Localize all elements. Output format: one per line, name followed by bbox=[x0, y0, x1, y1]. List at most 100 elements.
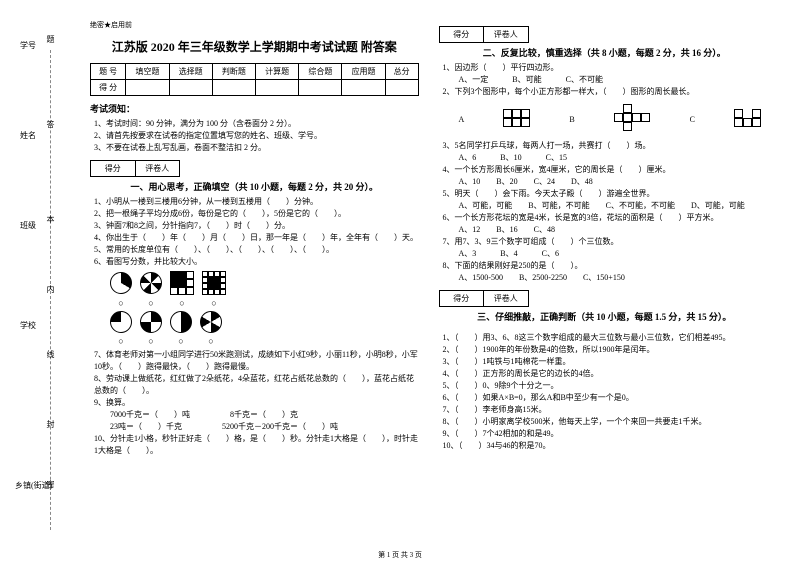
section2-title: 二、反复比较，慎重选择（共 8 小题，每题 2 分，共 16 分）。 bbox=[439, 46, 770, 59]
q3-2: 2、（ ）1900年的年份数是4的倍数，所以1900年是闰年。 bbox=[443, 344, 770, 356]
q1-9: 9、换算。 bbox=[94, 397, 419, 409]
q3-7: 7、（ ）李老师身高15米。 bbox=[443, 404, 770, 416]
q1-5: 5、常用的长度单位有（ ）、（ ）、（ ）、（ ）、（ ）。 bbox=[94, 244, 419, 256]
side-label-class: 班级 bbox=[20, 220, 36, 231]
letter-c: C bbox=[690, 115, 695, 124]
shape-b bbox=[614, 104, 654, 134]
q2-5: 5、明天（ ）会下雨。今天太子殿（ ）游遍全世界。 bbox=[443, 188, 770, 200]
q1-3: 3、钟面7和8之间，分针指向7，（ ）时（ ）分。 bbox=[94, 220, 419, 232]
q3-5: 5、（ ）0、9除9个十分之一。 bbox=[443, 380, 770, 392]
side-label-id: 学号 bbox=[20, 40, 36, 51]
q2-5o: A、可能，可能 B、可能，不可能 C、不可能，不可能 D、可能，可能 bbox=[443, 200, 770, 212]
exam-page: 学号 姓名 班级 学校 乡镇(街道) 题 答 本 内 线 封 密 绝密★启用前 … bbox=[0, 0, 800, 565]
q2-6o: A、12 B、16 C、48 bbox=[443, 224, 770, 236]
pie-2 bbox=[140, 272, 162, 294]
q2-4o: A、10 B、20 C、24 D、48 bbox=[443, 176, 770, 188]
grader-label-2: 评卷人 bbox=[484, 27, 528, 42]
compare-row2: ○○ ○○ bbox=[110, 336, 419, 346]
q2-3o: A、6 B、10 C、15 bbox=[443, 152, 770, 164]
q1-10: 10、分针走1小格，秒针正好走（ ）格，是（ ）秒。分针走1大格是（ ），时针走… bbox=[94, 433, 419, 457]
q2-8o: A、1500-500 B、2500-2250 C、150+150 bbox=[443, 272, 770, 284]
q1-4: 4、你出生于（ ）年（ ）月（ ）日，那一年是（ ）年，全年有（ ）天。 bbox=[94, 232, 419, 244]
h4: 计算题 bbox=[256, 64, 299, 80]
q3-3: 3、（ ）1吨铁与1吨棉花一样重。 bbox=[443, 356, 770, 368]
instructions-title: 考试须知： bbox=[90, 102, 419, 115]
dashed-label-1: 答 bbox=[45, 120, 56, 128]
q1-7: 7、体育老师对第一小组同学进行50米跑测试，成绩如下小红9秒，小丽11秒，小明8… bbox=[94, 349, 419, 373]
score-header-row: 题 号 填空题 选择题 判断题 计算题 综合题 应用题 总分 bbox=[91, 64, 419, 80]
right-column: 得分 评卷人 二、反复比较，慎重选择（共 8 小题，每题 2 分，共 16 分）… bbox=[439, 20, 770, 457]
instr-2: 2、请首先按要求在试卷的指定位置填写您的姓名、班级、学号。 bbox=[94, 130, 419, 142]
q1-9b: 23吨＝（ ）千克 5200千克－200千克＝（ ）吨 bbox=[94, 421, 419, 433]
h6: 应用题 bbox=[342, 64, 385, 80]
dashed-label-6: 密 bbox=[45, 480, 56, 488]
score-box-1: 得分 评卷人 bbox=[90, 160, 180, 177]
score-label-2: 得分 bbox=[440, 27, 485, 42]
h0: 题 号 bbox=[91, 64, 126, 80]
grid-1 bbox=[170, 271, 194, 295]
exam-title: 江苏版 2020 年三年级数学上学期期中考试试题 附答案 bbox=[90, 38, 419, 55]
section3-title: 三、仔细推敲，正确判断（共 10 小题，每题 1.5 分，共 15 分）。 bbox=[439, 310, 770, 323]
shape-c bbox=[734, 109, 764, 129]
q1-6: 6、看图写分数，并比较大小。 bbox=[94, 256, 419, 268]
fraction-shapes-row1 bbox=[110, 271, 419, 295]
tetromino-row: A B C bbox=[459, 104, 770, 134]
q2-8: 8、下面的结果刚好是250的是（ ）。 bbox=[443, 260, 770, 272]
q3-6: 6、（ ）如果A×B=0，那么A和B中至少有一个是0。 bbox=[443, 392, 770, 404]
instr-3: 3、不要在试卷上乱写乱画，卷面不整洁扣 2 分。 bbox=[94, 142, 419, 154]
q3-8: 8、（ ）小明家离学校500米，他每天上学，一个个来回一共要走1千米。 bbox=[443, 416, 770, 428]
score-label: 得分 bbox=[91, 161, 136, 176]
dashed-label-2: 本 bbox=[45, 215, 56, 223]
q2-1o: A、一定 B、可能 C、不可能 bbox=[443, 74, 770, 86]
q2-7: 7、用7、3、9三个数字可组成（ ）个三位数。 bbox=[443, 236, 770, 248]
score-box-2: 得分 评卷人 bbox=[439, 26, 529, 43]
grid-2 bbox=[202, 271, 226, 295]
q2-2: 2、下列3个图形中，每个小正方形都一样大，（ ）图形的周长最长。 bbox=[443, 86, 770, 98]
grader-label: 评卷人 bbox=[136, 161, 180, 176]
pie-1 bbox=[110, 272, 132, 294]
q1-8: 8、劳动课上做纸花，红红做了2朵纸花，4朵蓝花，红花占纸花总数的（ ），蓝花占纸… bbox=[94, 373, 419, 397]
shape-a bbox=[503, 109, 533, 129]
side-label-school: 学校 bbox=[20, 320, 36, 331]
blank[interactable] bbox=[126, 80, 169, 96]
q3-1: 1、（ ）用3、6、8这三个数字组成的最大三位数与最小三位数，它们相差495。 bbox=[443, 332, 770, 344]
dashed-label-4: 线 bbox=[45, 350, 56, 358]
section1-title: 一、用心思考，正确填空（共 10 小题，每题 2 分，共 20 分）。 bbox=[90, 180, 419, 193]
q1-1: 1、小明从一楼到三楼用6分钟，从一楼到五楼用（ ）分钟。 bbox=[94, 196, 419, 208]
main-content: 绝密★启用前 江苏版 2020 年三年级数学上学期期中考试试题 附答案 题 号 … bbox=[90, 20, 770, 457]
q3-4: 4、（ ）正方形的周长是它的边长的4倍。 bbox=[443, 368, 770, 380]
dashed-label-3: 内 bbox=[45, 285, 56, 293]
h3: 判断题 bbox=[212, 64, 255, 80]
q3-10: 10、（ ）34与46的积是70。 bbox=[443, 440, 770, 452]
compare-row1: ○○ ○○ bbox=[110, 298, 419, 308]
q1-2: 2、把一根绳子平均分成6份，每份是它的（ ），5份是它的（ ）。 bbox=[94, 208, 419, 220]
secrecy-label: 绝密★启用前 bbox=[90, 20, 419, 30]
page-footer: 第 1 页 共 3 页 bbox=[0, 550, 800, 560]
score-label-3: 得分 bbox=[440, 291, 485, 306]
score-table: 题 号 填空题 选择题 判断题 计算题 综合题 应用题 总分 得 分 bbox=[90, 63, 419, 96]
q2-4: 4、一个长方形周长6厘米，宽4厘米，它的周长是（ ）厘米。 bbox=[443, 164, 770, 176]
q1-9a: 7000千克＝（ ）吨 8千克＝（ ）克 bbox=[94, 409, 419, 421]
fraction-shapes-row2 bbox=[110, 311, 419, 333]
q2-1: 1、因边形（ ）平行四边形。 bbox=[443, 62, 770, 74]
binding-sidebar: 学号 姓名 班级 学校 乡镇(街道) 题 答 本 内 线 封 密 bbox=[15, 20, 75, 520]
grader-label-3: 评卷人 bbox=[484, 291, 528, 306]
pie-4 bbox=[140, 311, 162, 333]
pie-3 bbox=[110, 311, 132, 333]
q2-6: 6、一个长方形花坛的宽是4米，长是宽的3倍，花坛的面积是（ ）平方米。 bbox=[443, 212, 770, 224]
left-column: 绝密★启用前 江苏版 2020 年三年级数学上学期期中考试试题 附答案 题 号 … bbox=[90, 20, 419, 457]
q3-9: 9、（ ）7个42相加的和是49。 bbox=[443, 428, 770, 440]
row-label: 得 分 bbox=[91, 80, 126, 96]
pie-5 bbox=[170, 311, 192, 333]
letter-a: A bbox=[459, 115, 465, 124]
h5: 综合题 bbox=[299, 64, 342, 80]
score-value-row: 得 分 bbox=[91, 80, 419, 96]
h2: 选择题 bbox=[169, 64, 212, 80]
q2-3: 3、5名同学打乒乓球，每两人打一场，共赛打（ ）场。 bbox=[443, 140, 770, 152]
letter-b: B bbox=[569, 115, 574, 124]
instr-1: 1、考试时间：90 分钟，满分为 100 分（含卷面分 2 分）。 bbox=[94, 118, 419, 130]
pie-6 bbox=[200, 311, 222, 333]
dashed-label-5: 封 bbox=[45, 420, 56, 428]
score-box-3: 得分 评卷人 bbox=[439, 290, 529, 307]
side-label-name: 姓名 bbox=[20, 130, 36, 141]
